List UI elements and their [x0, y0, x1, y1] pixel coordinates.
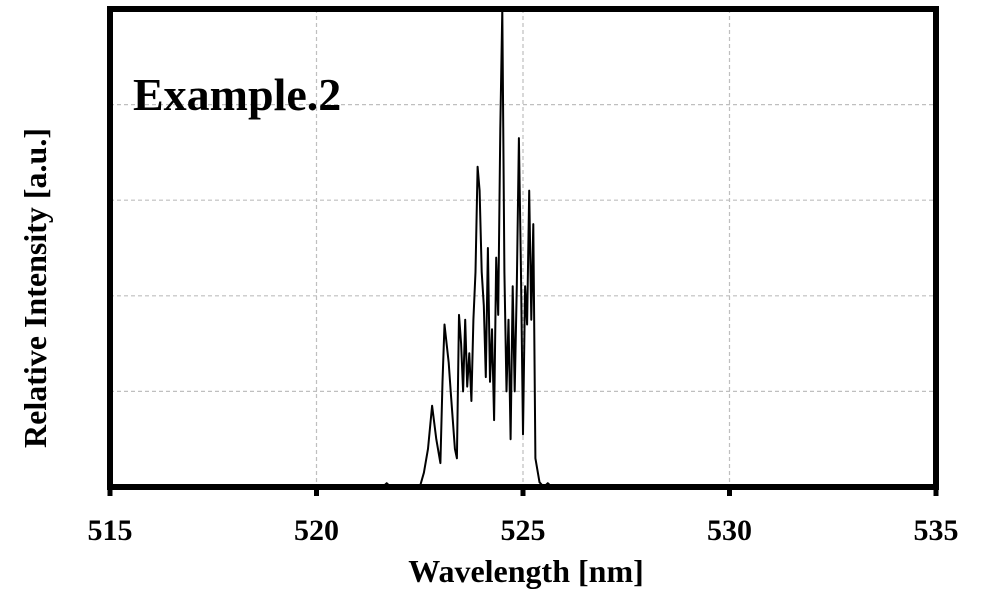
x-tick-label: 530	[707, 514, 752, 547]
series-line	[110, 8, 936, 488]
x-axis-title: Wavelength [nm]	[408, 553, 644, 589]
x-tick-label: 515	[88, 514, 133, 547]
annotation-label: Example.2	[133, 69, 341, 120]
y-axis-title: Relative Intensity [a.u.]	[17, 128, 53, 448]
x-tick-label: 535	[914, 514, 959, 547]
x-tick-label: 525	[501, 514, 546, 547]
x-ticks: 515 520 525 530 535	[88, 487, 959, 547]
x-tick-label: 520	[294, 514, 339, 547]
